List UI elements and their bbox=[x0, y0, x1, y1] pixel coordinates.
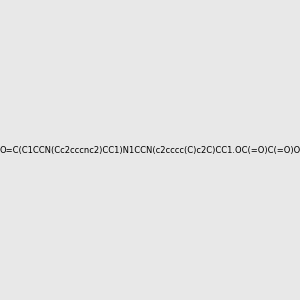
Text: O=C(C1CCN(Cc2cccnc2)CC1)N1CCN(c2cccc(C)c2C)CC1.OC(=O)C(=O)O: O=C(C1CCN(Cc2cccnc2)CC1)N1CCN(c2cccc(C)c… bbox=[0, 146, 300, 154]
